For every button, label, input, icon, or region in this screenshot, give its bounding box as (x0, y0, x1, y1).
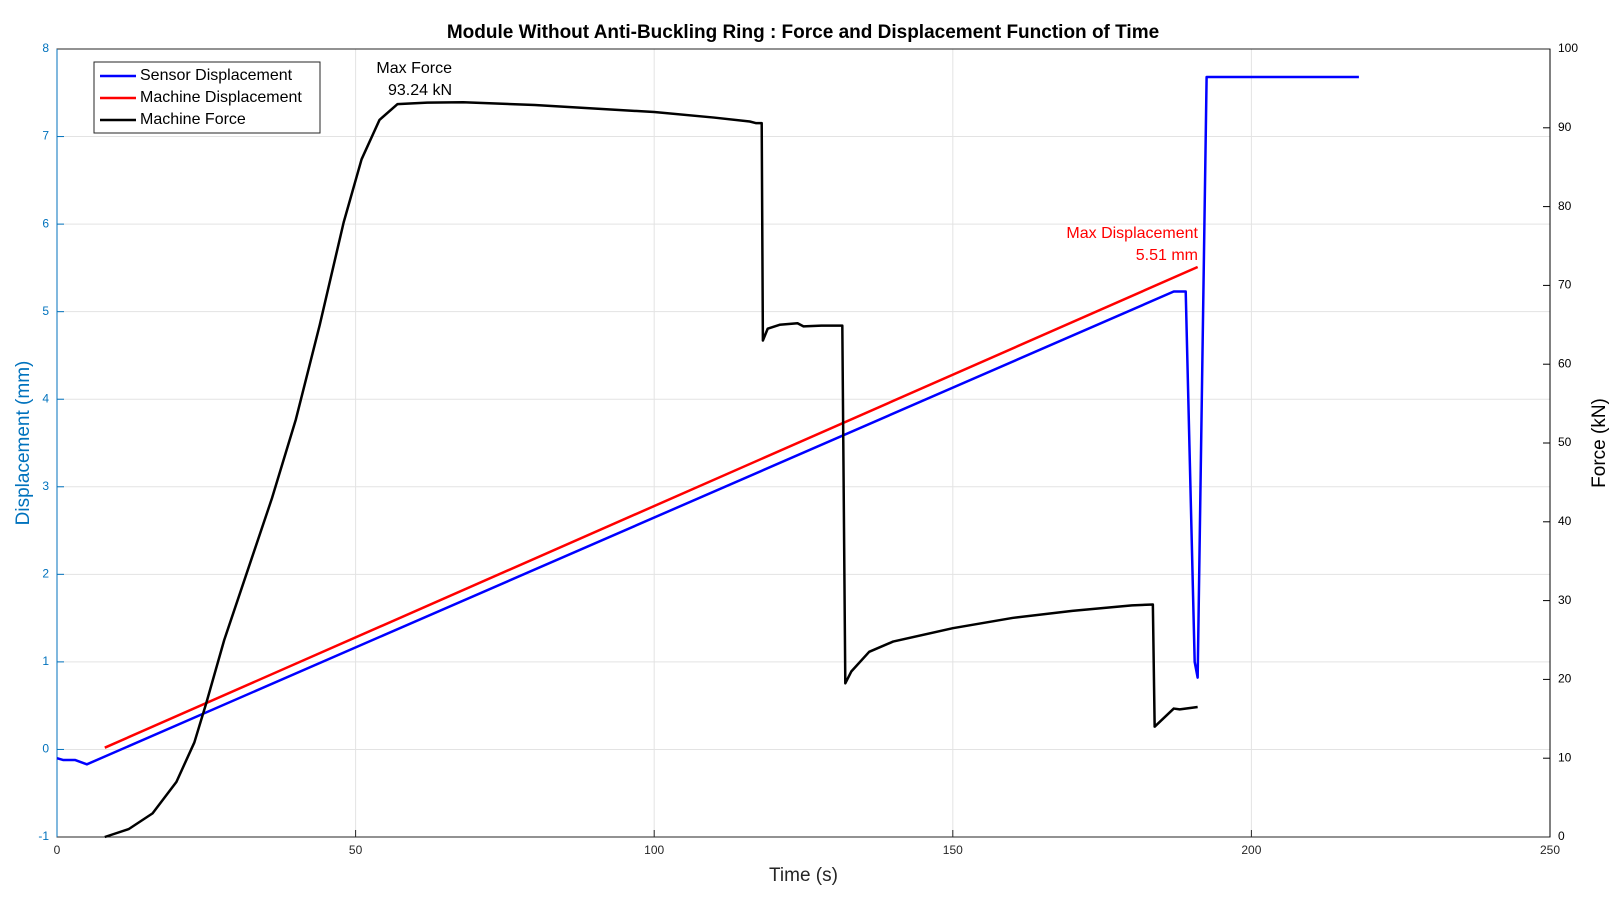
legend-label: Sensor Displacement (140, 67, 293, 84)
x-tick-label: 0 (54, 843, 61, 857)
data-line (104, 101, 1198, 839)
y2-tick-label: 50 (1558, 435, 1572, 449)
y2-tick-label: 100 (1558, 41, 1578, 55)
data-line (56, 75, 1359, 766)
legend-label: Machine Force (140, 111, 246, 128)
y2-tick-label: 0 (1558, 829, 1565, 843)
annotation: Max Displacement (1066, 225, 1198, 242)
y-tick-label: 4 (42, 391, 49, 405)
y-tick-label: 7 (42, 129, 49, 143)
x-tick-label: 250 (1540, 843, 1560, 857)
x-tick-label: 100 (644, 843, 664, 857)
y-tick-label: 6 (42, 216, 49, 230)
data-line (104, 265, 1199, 749)
y-tick-label: 2 (42, 567, 49, 581)
y2-tick-label: 30 (1558, 593, 1572, 607)
y-tick-label: 8 (42, 41, 49, 55)
y-tick-label: 3 (42, 479, 49, 493)
y-axis-label: Displacement (mm) (13, 361, 34, 526)
x-axis-label: Time (s) (769, 865, 838, 886)
y2-tick-label: 80 (1558, 199, 1572, 213)
x-tick-label: 150 (943, 843, 963, 857)
y2-tick-label: 20 (1558, 672, 1572, 686)
chart-title: Module Without Anti-Buckling Ring : Forc… (447, 22, 1159, 43)
legend-label: Machine Displacement (140, 89, 302, 106)
y-tick-label: -1 (38, 829, 49, 843)
y-tick-label: 1 (42, 654, 49, 668)
y2-tick-label: 60 (1558, 356, 1572, 370)
y2-tick-label: 10 (1558, 750, 1572, 764)
y2-tick-label: 70 (1558, 278, 1572, 292)
x-tick-label: 200 (1241, 843, 1261, 857)
annotation: Max Force (376, 60, 452, 77)
y-tick-label: 5 (42, 304, 49, 318)
y2-tick-label: 90 (1558, 120, 1572, 134)
y2-tick-label: 40 (1558, 514, 1572, 528)
x-tick-label: 50 (349, 843, 363, 857)
y2-axis-label: Force (kN) (1589, 398, 1610, 488)
y-tick-label: 0 (42, 742, 49, 756)
annotation: 93.24 kN (388, 82, 452, 99)
annotation: 5.51 mm (1136, 247, 1198, 264)
